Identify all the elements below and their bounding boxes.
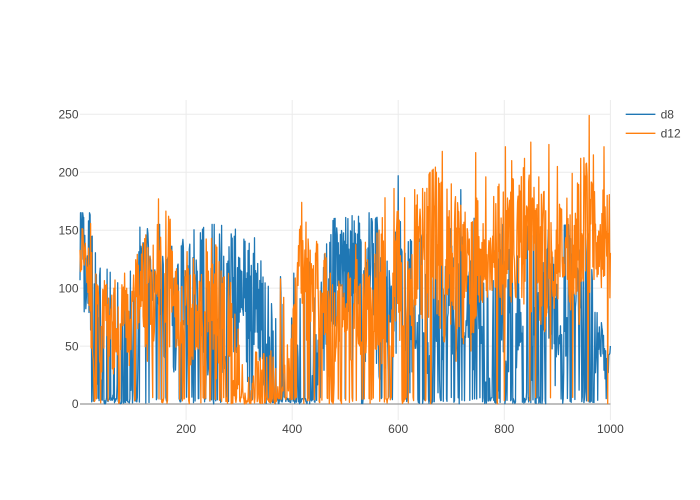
svg-text:d12: d12 [661,127,681,141]
svg-text:250: 250 [58,108,78,122]
svg-text:200: 200 [176,422,196,436]
svg-text:50: 50 [65,339,79,353]
svg-text:1000: 1000 [597,422,624,436]
svg-text:0: 0 [72,397,79,411]
svg-text:100: 100 [58,281,78,295]
svg-text:150: 150 [58,223,78,237]
svg-text:600: 600 [388,422,408,436]
svg-text:d8: d8 [661,108,675,122]
svg-text:400: 400 [282,422,302,436]
svg-text:800: 800 [494,422,514,436]
svg-text:200: 200 [58,166,78,180]
